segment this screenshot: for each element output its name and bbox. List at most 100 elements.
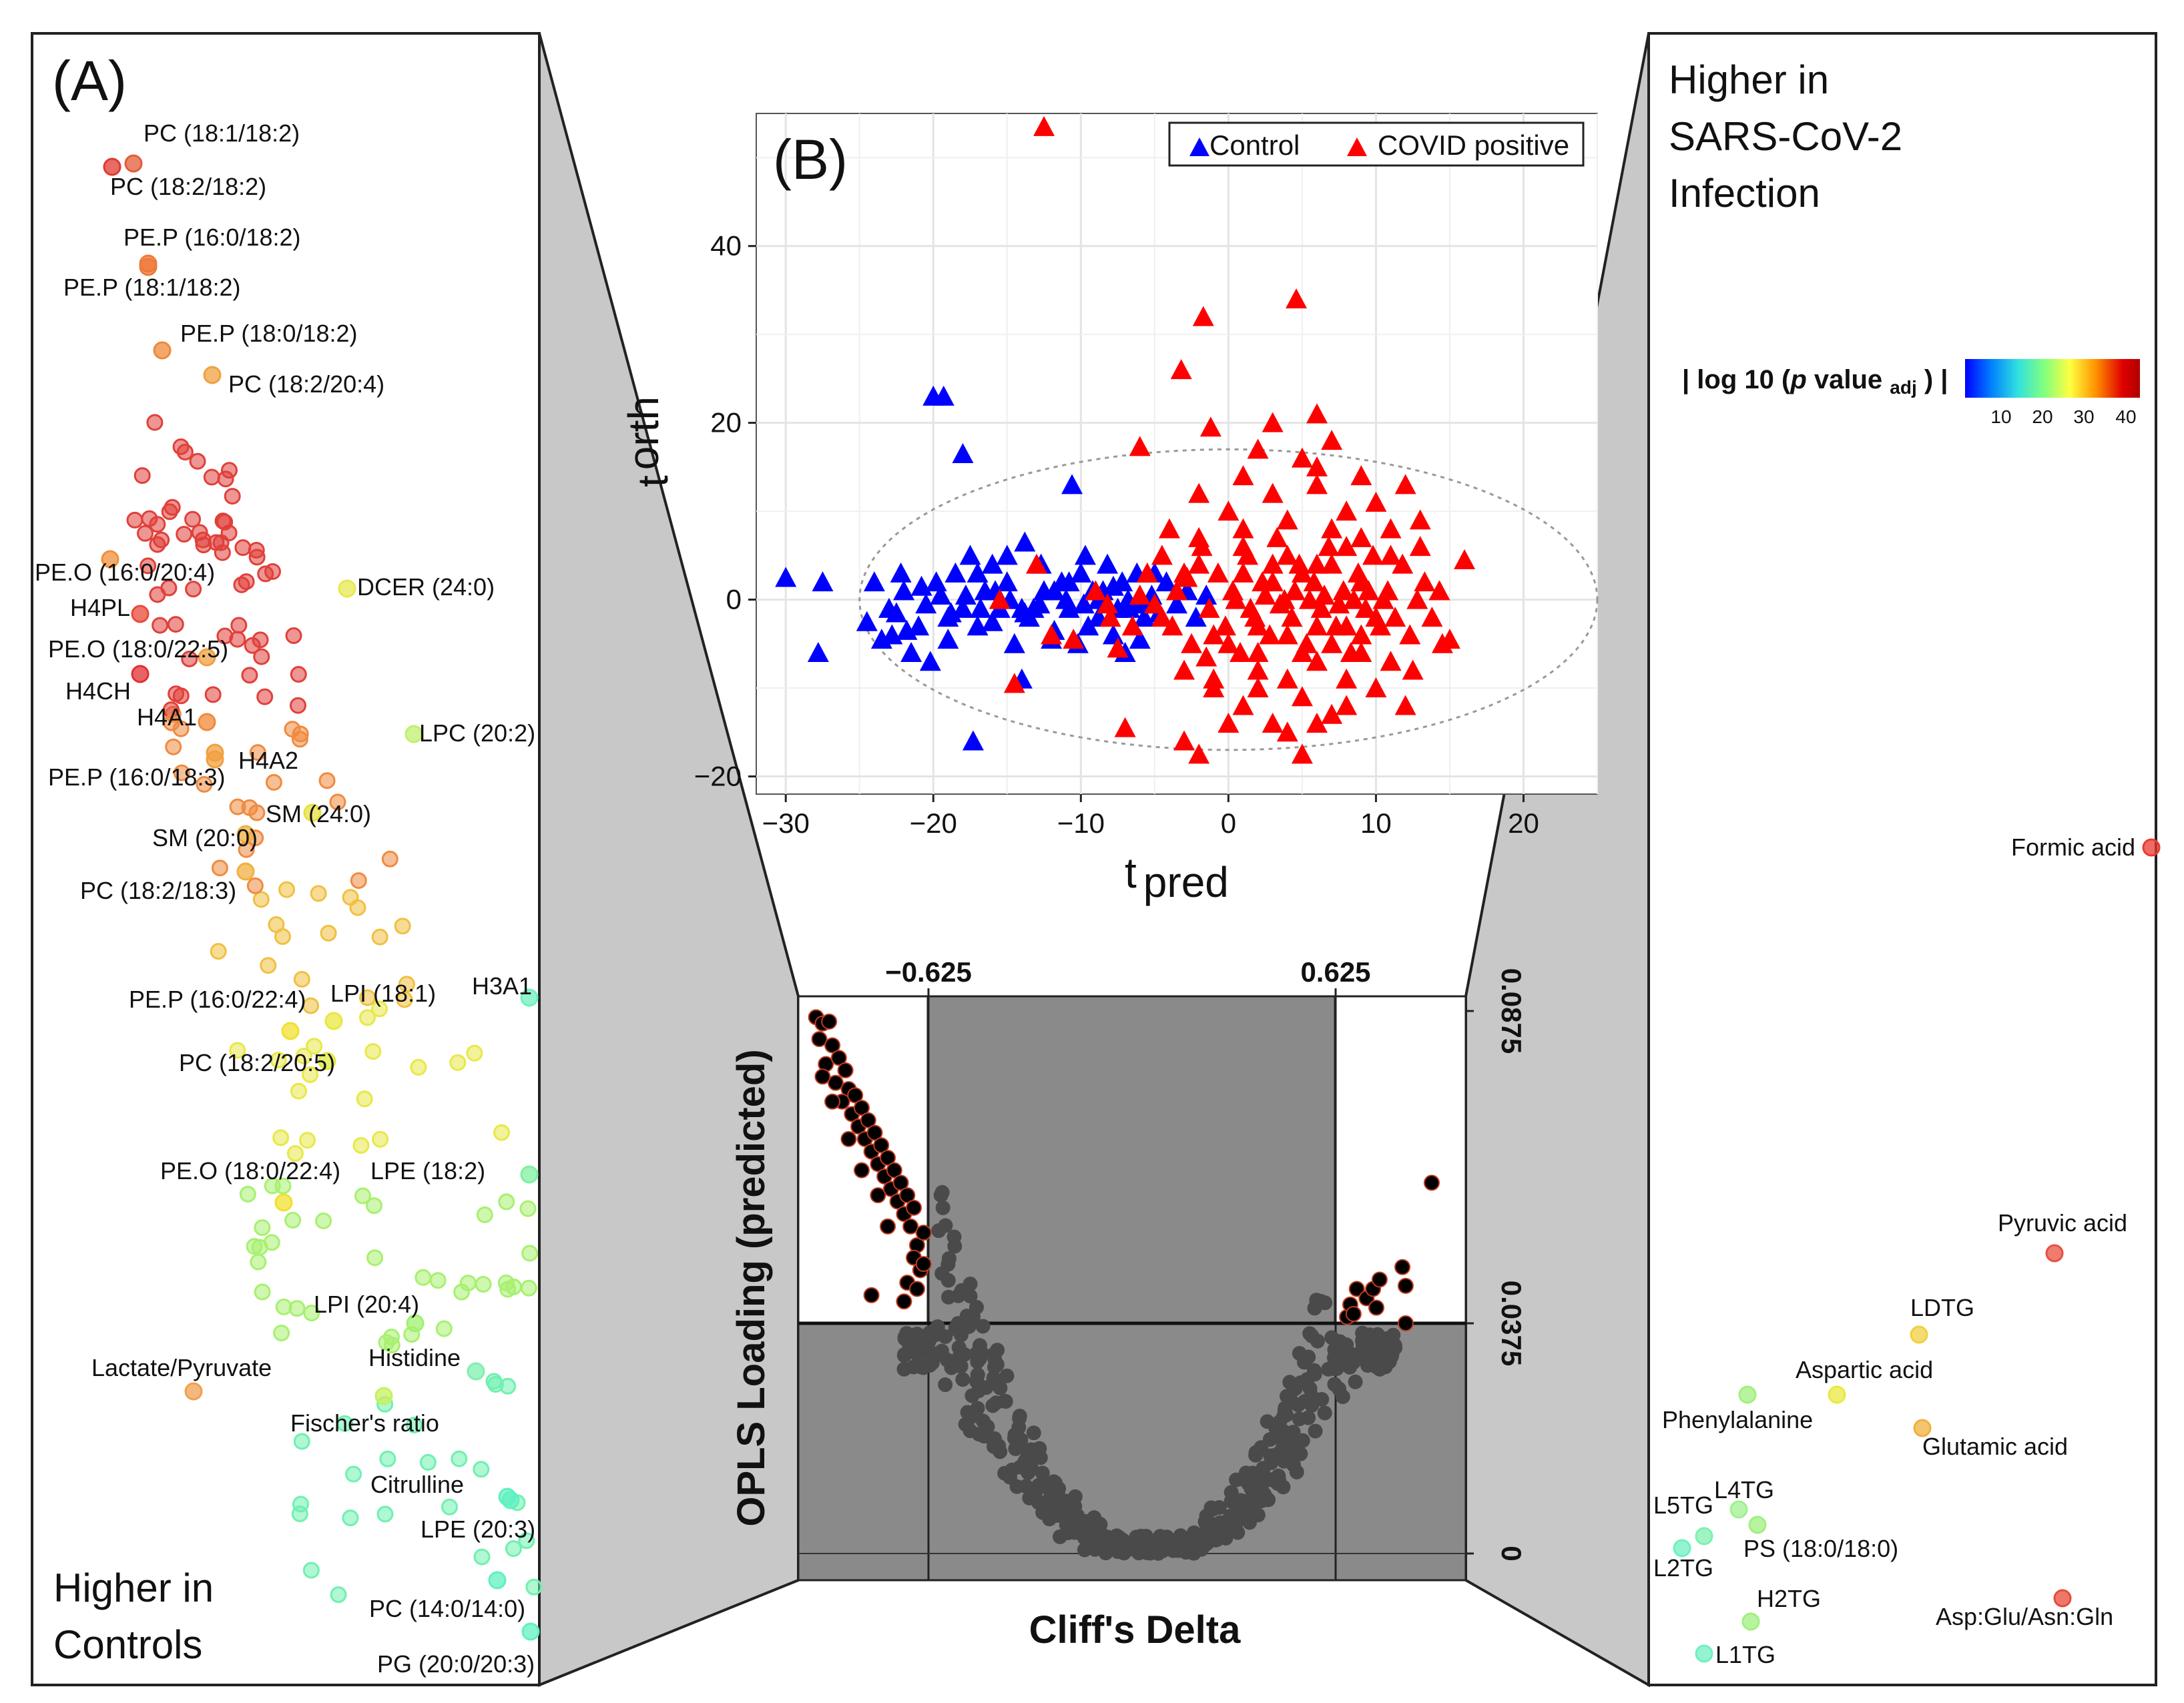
gray-point	[935, 1200, 950, 1215]
gray-point	[1266, 1473, 1282, 1488]
metabolite-point	[320, 924, 337, 942]
control-point	[896, 619, 918, 640]
gray-point	[1159, 1529, 1175, 1545]
metabolite-label: PC (14:0/14:0)	[369, 1595, 525, 1622]
covid-point	[1321, 518, 1343, 539]
metabolite-point	[358, 1009, 376, 1026]
gray-point	[1301, 1349, 1316, 1365]
gray-point	[987, 1439, 1002, 1454]
gray-point	[1280, 1389, 1295, 1404]
covid-point	[1365, 677, 1387, 698]
gray-point	[938, 1377, 953, 1393]
metabolite-point	[220, 462, 238, 479]
control-point	[937, 629, 959, 649]
covid-point	[1188, 553, 1210, 574]
significant-point	[1397, 1315, 1414, 1331]
labeled-point	[1695, 1644, 1713, 1663]
labeled-point	[501, 1491, 520, 1509]
gray-point	[1355, 1325, 1370, 1341]
metabolite-point	[302, 1066, 319, 1083]
metabolite-point	[289, 697, 306, 714]
metabolite-point	[315, 1213, 332, 1230]
metabolite-label: PE.O (18:0/22:5)	[48, 635, 228, 663]
metabolite-label: DCER (24:0)	[357, 573, 495, 601]
covid-point	[1421, 607, 1443, 627]
labeled-point	[2053, 1589, 2072, 1608]
significant-point	[892, 1174, 909, 1191]
gray-point	[1042, 1501, 1057, 1517]
metabolite-point	[366, 1249, 384, 1267]
gray-point	[1052, 1529, 1067, 1544]
right-tick-label: 0	[1496, 1546, 1527, 1561]
gray-point	[1332, 1381, 1347, 1397]
control-point	[1014, 531, 1036, 552]
gray-point	[1026, 1425, 1041, 1441]
labeled-point	[467, 1362, 485, 1381]
metabolite-point	[234, 539, 252, 557]
significant-point	[880, 1149, 896, 1166]
control-point	[970, 597, 991, 618]
legend-covid-marker	[1347, 137, 1367, 156]
gray-point	[989, 1375, 1004, 1391]
labeled-point	[1673, 1539, 1691, 1558]
covid-point	[989, 589, 1011, 609]
control-point	[1058, 571, 1080, 592]
metabolite-point	[476, 1206, 493, 1223]
covid-point	[1262, 482, 1284, 503]
covid-point	[1232, 695, 1254, 715]
metabolite-point	[241, 799, 258, 816]
gray-point	[963, 1277, 978, 1292]
metabolite-label: PS (18:0/18:0)	[1743, 1535, 1898, 1562]
gray-point	[1387, 1338, 1402, 1353]
metabolite-label: L2TG	[1653, 1554, 1713, 1582]
metabolite-point	[302, 997, 320, 1014]
metabolite-point	[303, 1305, 320, 1322]
labeled-point	[124, 154, 143, 173]
covid-point	[1276, 721, 1298, 742]
significant-point	[847, 1087, 864, 1104]
covid-point	[1372, 589, 1394, 609]
gray-point	[1112, 1530, 1127, 1546]
panel-a-frame	[31, 32, 541, 1686]
covid-point	[1240, 597, 1262, 618]
covid-point	[1198, 597, 1220, 618]
metabolite-point	[498, 1193, 515, 1211]
gray-point	[1012, 1411, 1027, 1426]
control-point	[940, 602, 962, 623]
covid-point	[1318, 536, 1340, 557]
chart-b-panel	[756, 113, 1598, 795]
metabolite-point	[449, 1054, 467, 1071]
metabolite-point	[519, 1200, 537, 1217]
metabolite-point	[278, 881, 296, 898]
significant-point	[902, 1218, 919, 1235]
labeled-point	[101, 550, 119, 569]
covid-point	[1291, 642, 1313, 663]
control-point	[1185, 607, 1207, 627]
metabolite-point	[521, 1245, 539, 1262]
control-point	[1070, 562, 1092, 583]
control-point	[954, 584, 977, 605]
gray-point	[1057, 1495, 1073, 1510]
labeled-point	[184, 1382, 203, 1401]
metabolite-point	[290, 666, 307, 683]
metabolite-point	[167, 616, 184, 633]
covid-point	[1129, 436, 1151, 456]
chart-c-ticks: −0.625 0.625 0.0875 0.0375 0	[885, 956, 1527, 1562]
labeled-point	[318, 1052, 336, 1070]
metabolite-point	[273, 1325, 290, 1342]
covid-point	[1099, 607, 1121, 627]
gray-point	[1248, 1489, 1264, 1505]
chart-b-ellipse	[858, 448, 1599, 751]
covid-point	[1003, 673, 1025, 693]
metabolite-point	[365, 1197, 382, 1215]
gray-point	[1087, 1510, 1102, 1525]
metabolite-point	[518, 1532, 535, 1550]
covid-point	[1336, 668, 1358, 689]
covid-point	[1170, 359, 1192, 380]
panel-b-label: (B)	[773, 128, 848, 191]
significant-point	[811, 1031, 828, 1048]
metabolite-point	[288, 1300, 306, 1317]
gray-point	[1205, 1501, 1221, 1517]
gray-point	[1282, 1375, 1298, 1390]
covid-point	[1380, 518, 1402, 539]
